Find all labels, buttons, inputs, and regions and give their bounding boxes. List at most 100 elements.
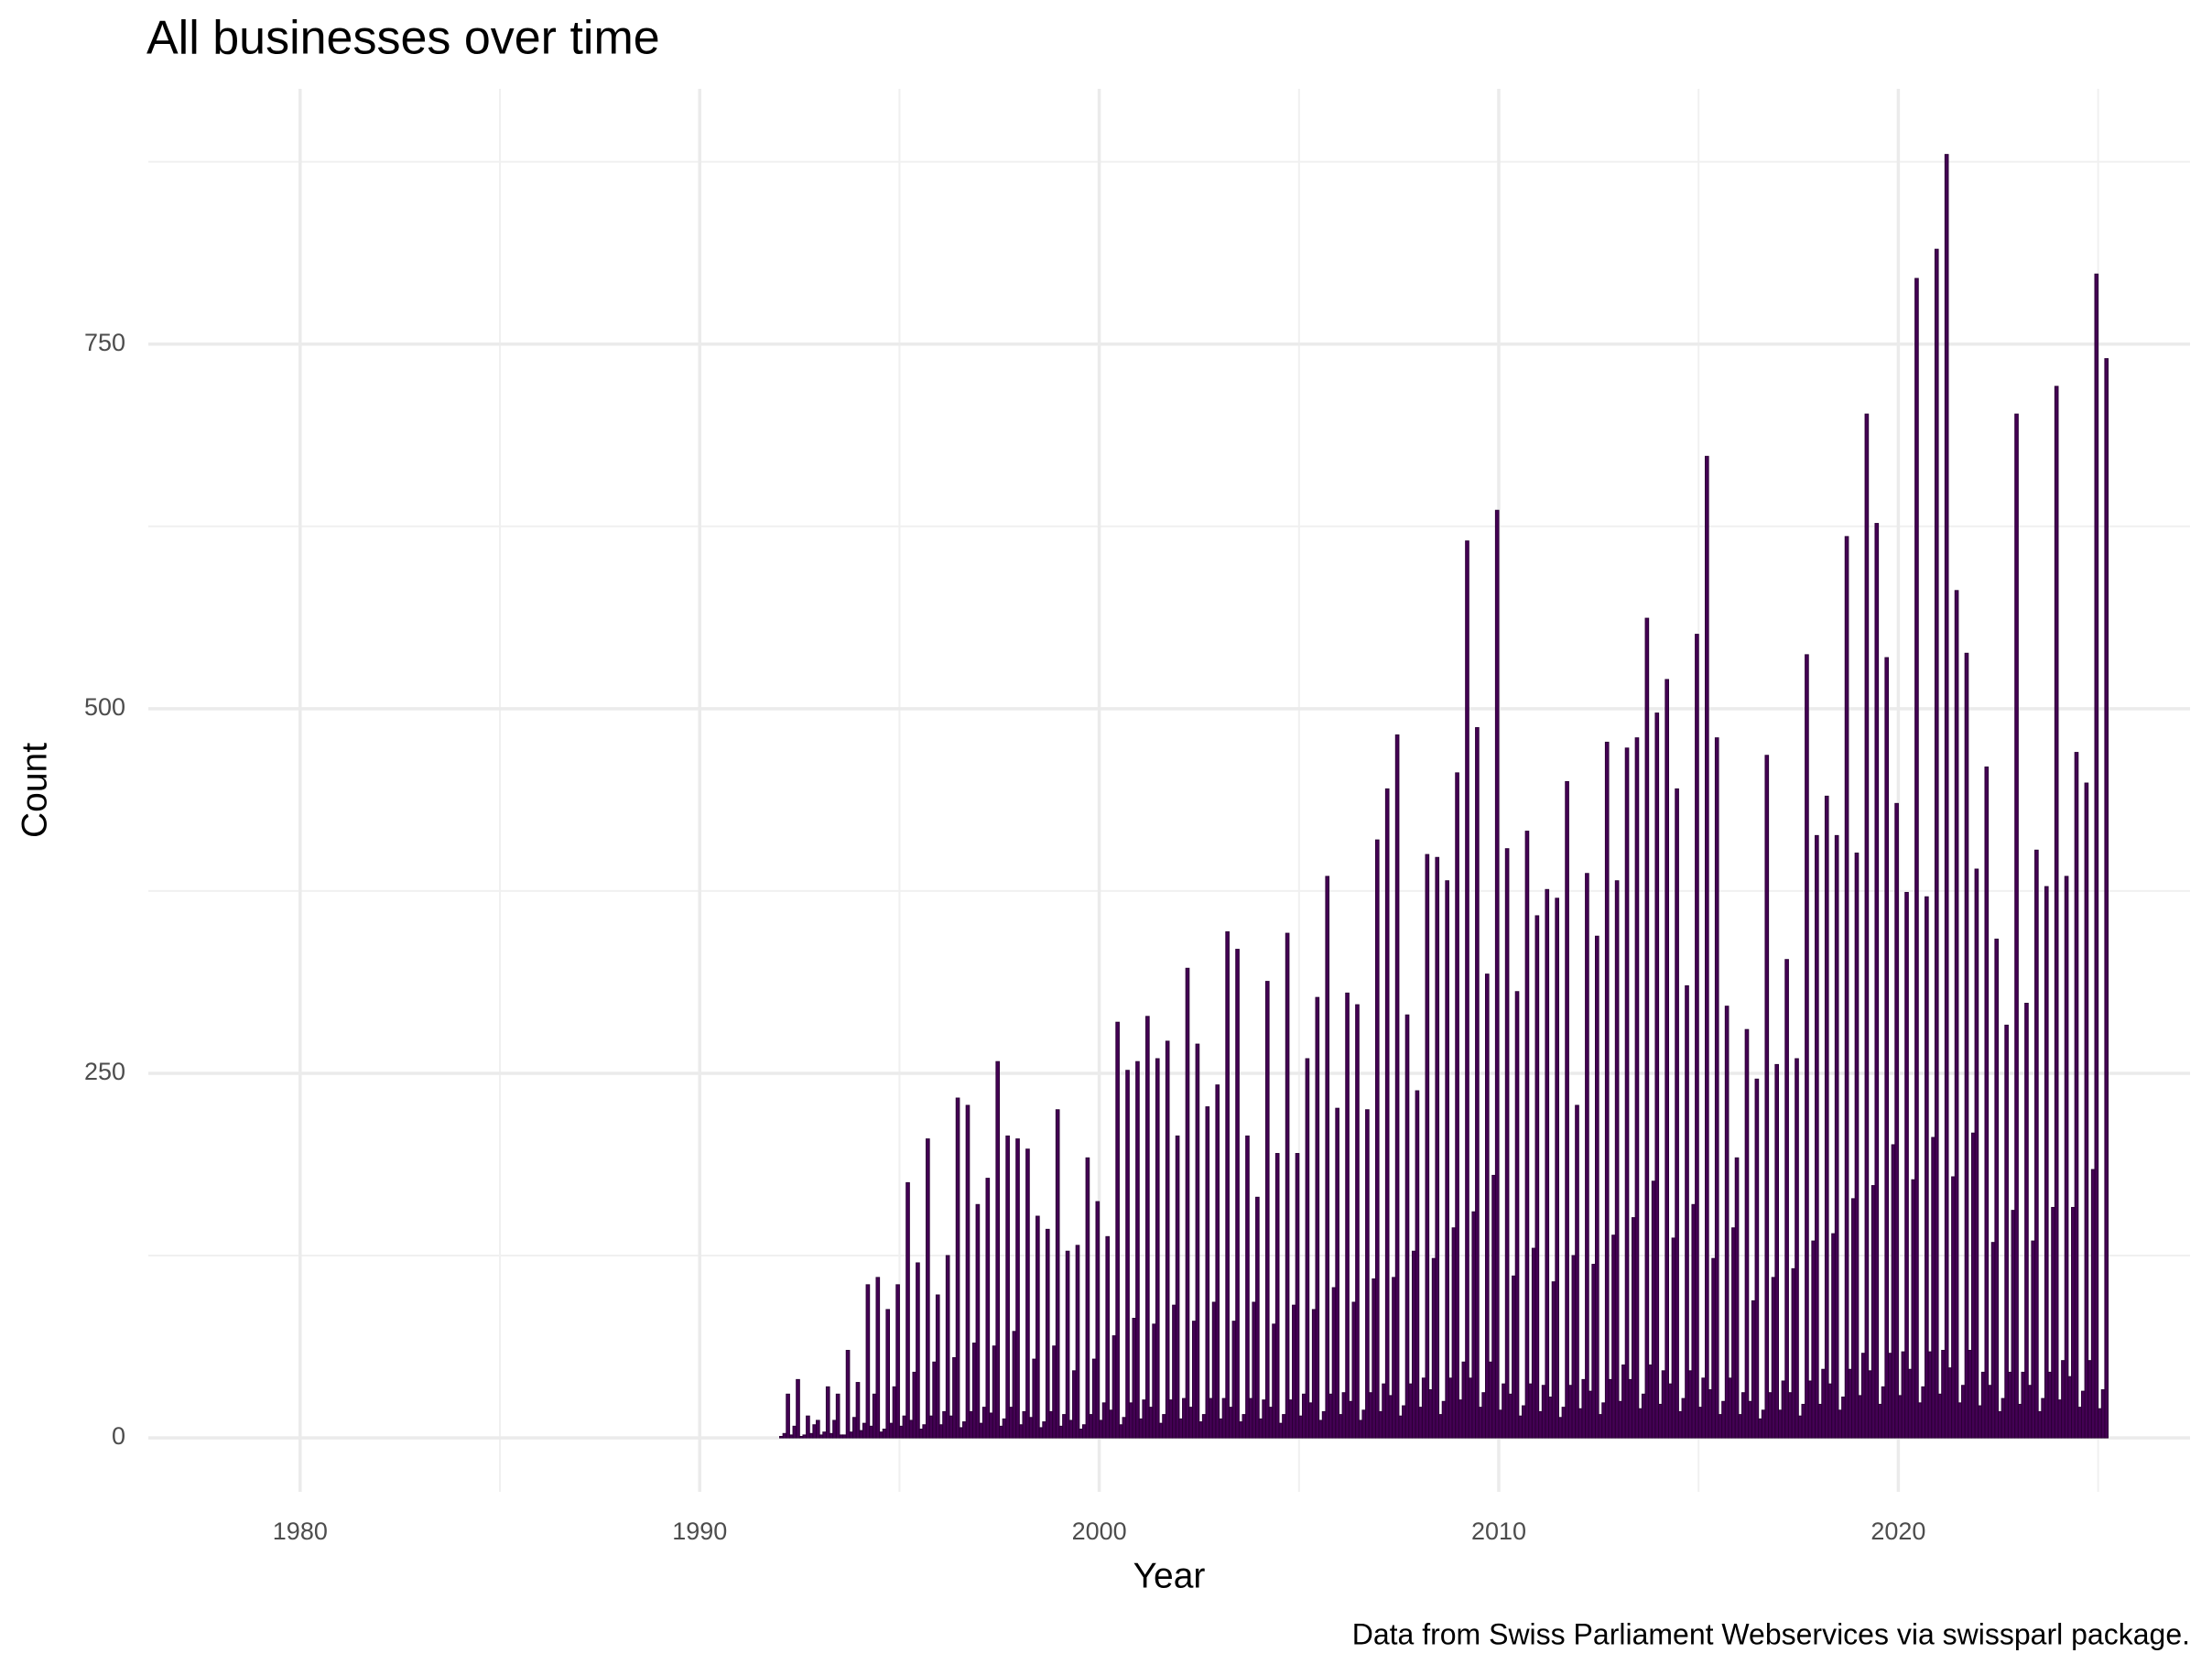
bar (1308, 1402, 1313, 1439)
bar (1122, 1417, 1127, 1439)
bar (1941, 1350, 1946, 1439)
bar (1784, 959, 1789, 1439)
bar (1068, 1419, 1074, 1439)
bar (1392, 1277, 1396, 1439)
x-tick-label: 1990 (672, 1517, 727, 1545)
bar (855, 1382, 861, 1439)
bar (1038, 1427, 1044, 1439)
bar (2031, 1240, 2036, 1439)
bar (1791, 1267, 1796, 1439)
bar (1478, 1407, 1483, 1439)
bar (1561, 1407, 1567, 1439)
bar (1901, 1351, 1906, 1439)
bar (2021, 1371, 2026, 1439)
bar (1185, 967, 1190, 1439)
bar (1338, 1414, 1343, 1439)
bar (1598, 1414, 1603, 1439)
bar (1978, 1405, 1982, 1439)
bar (1155, 1058, 1160, 1439)
bar (1415, 1090, 1420, 1439)
bar (1658, 1403, 1663, 1439)
bar (1988, 1385, 1992, 1439)
bar (1591, 1264, 1596, 1439)
bar (2094, 273, 2099, 1439)
bar (1545, 888, 1550, 1439)
bar (898, 1425, 904, 1439)
bar (2011, 1210, 2016, 1439)
bar (1921, 1386, 1926, 1439)
bar (1072, 1370, 1077, 1439)
bar (1132, 1317, 1137, 1439)
bar (2090, 1169, 2096, 1439)
bar (1817, 1403, 1823, 1439)
bar (1721, 1400, 1726, 1439)
bar (1145, 1016, 1150, 1439)
bar (2034, 849, 2039, 1439)
bar (1512, 1275, 1516, 1439)
y-tick-label: 250 (84, 1058, 125, 1085)
bar (1611, 1234, 1616, 1439)
bar (1588, 1390, 1593, 1439)
bar (1188, 1407, 1193, 1439)
bar (1874, 523, 1880, 1439)
bar (1831, 1233, 1836, 1439)
bar (1654, 712, 1660, 1439)
bar (1022, 1410, 1027, 1439)
bar (1408, 1383, 1413, 1439)
x-tick-label: 2010 (1471, 1517, 1526, 1545)
bar (1618, 1400, 1623, 1439)
bar (892, 1386, 897, 1439)
bar (1824, 795, 1829, 1439)
bar (875, 1277, 881, 1439)
bar (1864, 413, 1870, 1439)
bar (928, 1415, 934, 1439)
bar (1548, 1396, 1553, 1439)
bar (1634, 737, 1640, 1439)
bar (1089, 1414, 1093, 1439)
bar (1032, 1358, 1037, 1439)
bar (1528, 1383, 1533, 1439)
bar (829, 1432, 834, 1439)
y-tick-label: 750 (84, 329, 125, 356)
bar (1115, 1021, 1120, 1439)
bar (1631, 1217, 1636, 1439)
bar (2004, 1024, 2009, 1439)
bar (1238, 1421, 1243, 1439)
bar (1095, 1201, 1101, 1439)
bar (1042, 1421, 1046, 1439)
bar (1754, 1078, 1760, 1439)
bar (1821, 1368, 1826, 1439)
bar (1355, 1004, 1360, 1439)
bar (1728, 1377, 1733, 1439)
bar (889, 1422, 894, 1439)
bar (1768, 1392, 1773, 1439)
bar (1614, 880, 1620, 1439)
bar (1351, 1301, 1357, 1439)
bar (1541, 1385, 1546, 1439)
bar (1248, 1398, 1253, 1439)
bar (1870, 1185, 1876, 1439)
bar (1624, 747, 1630, 1439)
caption: Data from Swiss Parliament Webservices v… (1352, 1617, 2190, 1650)
bar (1128, 1402, 1133, 1439)
bar (1771, 1277, 1776, 1439)
bar (2098, 1408, 2102, 1439)
bar (1328, 1393, 1333, 1439)
bar (1681, 1398, 1686, 1439)
bar (1411, 1250, 1416, 1439)
bar (1468, 1377, 1473, 1439)
bar (1555, 897, 1559, 1439)
bar (1365, 1109, 1370, 1439)
bar (1751, 1300, 1756, 1439)
bar (1165, 1040, 1170, 1439)
bar (808, 1432, 814, 1439)
bar (1402, 1405, 1406, 1439)
y-tick-label: 500 (84, 693, 125, 721)
bar (1858, 1395, 1862, 1439)
bar (1255, 1196, 1260, 1439)
bar (1805, 654, 1809, 1439)
bar (1608, 1378, 1613, 1439)
bar (1168, 1399, 1174, 1439)
bar (1398, 1415, 1404, 1439)
